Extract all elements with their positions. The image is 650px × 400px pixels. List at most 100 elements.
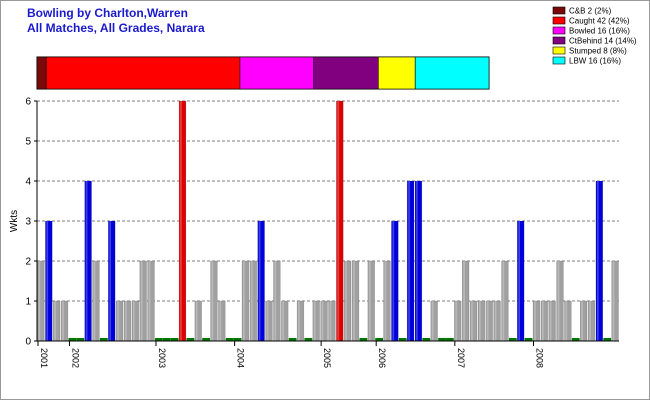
- legend-label: CtBehind 14 (14%): [569, 37, 637, 46]
- bar-highlight: [132, 301, 135, 341]
- y-tick-label: 2: [25, 257, 31, 268]
- zero-wicket-marker: [68, 338, 77, 341]
- x-year-label: 2002: [70, 348, 80, 368]
- bar-highlight: [392, 221, 395, 341]
- bar-highlight: [117, 301, 119, 341]
- bar-highlight: [54, 301, 56, 341]
- zero-wicket-marker: [603, 338, 612, 341]
- legend-swatch: [552, 16, 566, 25]
- zero-wicket-marker: [99, 338, 108, 341]
- bar-highlight: [345, 261, 347, 341]
- zero-wicket-marker: [446, 338, 454, 341]
- bar-highlight: [368, 261, 371, 341]
- y-axis-label: Wkts: [9, 210, 20, 232]
- bar-highlight: [431, 301, 434, 341]
- bar-highlight: [93, 261, 96, 341]
- bar-highlight: [502, 261, 505, 341]
- legend-swatch: [552, 36, 566, 45]
- chart-subtitle: All Matches, All Grades, Narara: [27, 21, 205, 35]
- bar-highlight: [541, 301, 544, 341]
- bar-highlight: [38, 261, 41, 341]
- bar-highlight: [478, 301, 481, 341]
- bar-highlight: [313, 301, 316, 341]
- bar-highlight: [274, 261, 277, 341]
- legend-label: Caught 42 (42%): [569, 17, 630, 26]
- zero-wicket-marker: [524, 338, 533, 341]
- dismissal-segment: [239, 56, 315, 90]
- zero-wicket-marker: [288, 338, 297, 341]
- bar-highlight: [463, 261, 465, 341]
- bar-highlight: [416, 181, 418, 341]
- bar-highlight: [258, 221, 261, 341]
- bar-highlight: [486, 301, 489, 341]
- dismissal-segment: [313, 56, 379, 90]
- dismissal-segment: [45, 56, 241, 90]
- y-tick-label: 3: [25, 217, 31, 228]
- zero-wicket-marker: [571, 338, 580, 341]
- bar-highlight: [518, 221, 520, 341]
- bar-highlight: [612, 261, 615, 341]
- x-year-label: 2004: [236, 348, 246, 368]
- x-year-label: 2001: [39, 348, 49, 368]
- bar-highlight: [329, 301, 332, 341]
- zero-wicket-marker: [170, 338, 179, 341]
- bar-highlight: [125, 301, 127, 341]
- y-tick-label: 1: [25, 297, 31, 308]
- legend-swatch: [552, 46, 566, 55]
- bar-highlight: [565, 301, 568, 341]
- bar-highlight: [549, 301, 552, 341]
- bar-highlight: [408, 181, 410, 341]
- zero-wicket-marker: [155, 338, 163, 341]
- legend-label: Stumped 8 (8%): [569, 47, 627, 56]
- bar-highlight: [180, 101, 182, 341]
- bar-highlight: [589, 301, 591, 341]
- zero-wicket-marker: [225, 338, 234, 341]
- x-year-label: 2007: [456, 348, 466, 368]
- bar-highlight: [266, 301, 269, 341]
- zero-wicket-marker: [508, 338, 517, 341]
- y-tick-label: 0: [25, 337, 31, 348]
- bar-highlight: [471, 301, 473, 341]
- y-tick-label: 4: [25, 177, 31, 188]
- bar-highlight: [298, 301, 300, 341]
- bar-highlight: [282, 301, 285, 341]
- bar-highlight: [243, 261, 245, 341]
- x-year-label: 2006: [377, 348, 387, 368]
- bar-highlight: [148, 261, 151, 341]
- zero-wicket-marker: [233, 338, 242, 341]
- bar-highlight: [534, 301, 536, 341]
- bar-highlight: [455, 301, 458, 341]
- zero-wicket-marker: [162, 338, 171, 341]
- x-year-label: 2008: [534, 348, 544, 368]
- bar-highlight: [494, 301, 497, 341]
- legend-label: C&B 2 (2%): [569, 7, 612, 16]
- zero-wicket-marker: [304, 338, 313, 341]
- x-year-label: 2003: [157, 348, 167, 368]
- y-tick-label: 6: [25, 97, 31, 108]
- legend-swatch: [552, 6, 566, 15]
- zero-wicket-marker: [375, 338, 384, 341]
- bar-highlight: [596, 181, 599, 341]
- zero-wicket-marker: [202, 338, 210, 341]
- legend-swatch: [552, 56, 566, 65]
- bar-highlight: [337, 101, 340, 341]
- dismissal-segment: [36, 56, 47, 90]
- zero-wicket-marker: [186, 338, 195, 341]
- x-year-label: 2005: [322, 348, 332, 368]
- zero-wicket-marker: [359, 338, 368, 341]
- legend-swatch: [552, 26, 566, 35]
- bar-highlight: [321, 301, 324, 341]
- bar-highlight: [557, 261, 560, 341]
- zero-wicket-marker: [422, 338, 431, 341]
- y-tick-label: 5: [25, 137, 31, 148]
- bar-highlight: [211, 261, 214, 341]
- bar-highlight: [219, 301, 222, 341]
- bar-highlight: [140, 261, 143, 341]
- zero-wicket-marker: [76, 338, 85, 341]
- bar-highlight: [46, 221, 49, 341]
- legend-label: LBW 16 (16%): [569, 57, 621, 66]
- zero-wicket-marker: [438, 338, 446, 341]
- bar-highlight: [250, 261, 253, 341]
